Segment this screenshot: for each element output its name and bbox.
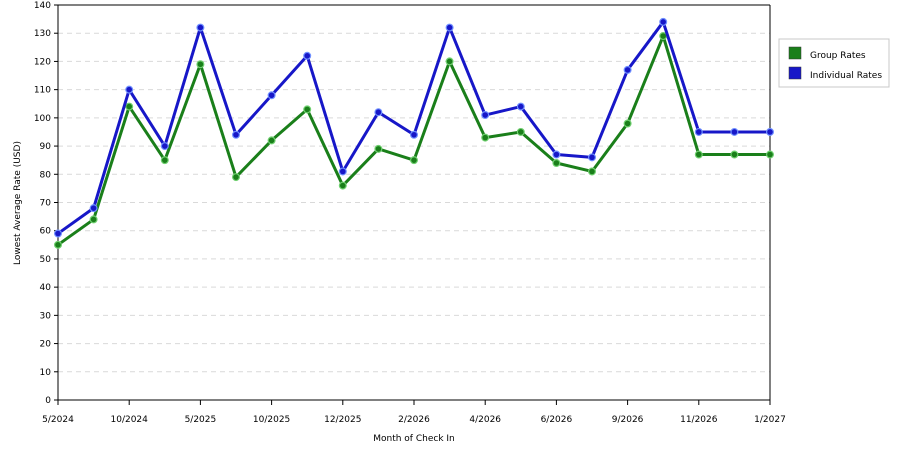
x-tick-label: 11/2026 — [680, 415, 718, 425]
x-tick-label: 12/2025 — [324, 415, 361, 425]
data-point-group — [410, 156, 419, 165]
data-point-individual — [303, 51, 312, 60]
x-tick-label: 10/2025 — [253, 415, 290, 425]
y-tick-label: 80 — [40, 170, 52, 180]
legend-swatch-group — [788, 46, 802, 60]
y-tick-label: 60 — [40, 227, 52, 237]
y-tick-label: 140 — [34, 1, 51, 11]
x-tick-label: 5/2025 — [185, 415, 217, 425]
y-tick-label: 30 — [40, 311, 52, 321]
data-point-group — [196, 60, 205, 69]
axes: 0 10 20 30 40 50 60 70 80 90 100 110 120 130 140 5/2024… — [34, 1, 786, 425]
y-tick-label: 0 — [45, 396, 51, 406]
data-point-individual — [516, 102, 525, 111]
y-axis-title: Lowest Average Rate (USD) — [13, 141, 23, 265]
data-point-individual — [232, 130, 241, 139]
series-layer — [53, 17, 774, 249]
data-point-individual — [587, 153, 596, 162]
data-point-group — [765, 150, 774, 159]
x-tick-label: 9/2026 — [612, 415, 644, 425]
data-point-individual — [659, 17, 668, 26]
x-tick-label: 4/2026 — [469, 415, 501, 425]
data-point-group — [53, 240, 62, 249]
data-point-group — [267, 136, 276, 145]
data-point-individual — [125, 85, 134, 94]
data-point-group — [623, 119, 632, 128]
data-point-individual — [338, 167, 347, 176]
y-tick-label: 10 — [40, 368, 52, 378]
legend: Group Rates Individual Rates — [778, 38, 890, 88]
y-tick-label: 110 — [34, 86, 51, 96]
data-point-group — [232, 173, 241, 182]
y-tick-label: 100 — [34, 114, 51, 124]
x-tick-label: 2/2026 — [398, 415, 430, 425]
data-point-group — [125, 102, 134, 111]
data-point-group — [516, 127, 525, 136]
data-point-individual — [267, 91, 276, 100]
legend-swatch-individual — [788, 66, 802, 80]
y-tick-label: 120 — [34, 57, 51, 67]
data-point-individual — [89, 204, 98, 213]
data-point-group — [552, 159, 561, 168]
data-point-individual — [552, 150, 561, 159]
data-point-group — [481, 133, 490, 142]
x-tick-label: 10/2024 — [111, 415, 149, 425]
x-tick-label: 6/2026 — [541, 415, 573, 425]
data-point-group — [303, 105, 312, 114]
data-point-group — [587, 167, 596, 176]
data-point-group — [89, 215, 98, 224]
data-point-individual — [481, 111, 490, 120]
data-point-individual — [694, 127, 703, 136]
data-point-group — [730, 150, 739, 159]
data-point-group — [445, 57, 454, 66]
x-tick-label: 5/2024 — [42, 415, 74, 425]
legend-label-individual: Individual Rates — [810, 71, 882, 81]
data-point-group — [374, 144, 383, 153]
y-tick-label: 130 — [34, 29, 51, 39]
data-point-individual — [374, 108, 383, 117]
data-point-individual — [623, 65, 632, 74]
y-tick-label: 90 — [40, 142, 52, 152]
y-tick-label: 40 — [40, 283, 52, 293]
x-tick-label: 1/2027 — [754, 415, 786, 425]
data-point-individual — [730, 127, 739, 136]
y-tick-label: 20 — [40, 340, 52, 350]
data-point-group — [694, 150, 703, 159]
x-axis-title: Month of Check In — [373, 434, 455, 444]
y-tick-label: 50 — [40, 255, 52, 265]
data-point-group — [338, 181, 347, 190]
data-point-individual — [410, 130, 419, 139]
data-point-group — [160, 156, 169, 165]
legend-label-group: Group Rates — [810, 51, 866, 61]
data-point-individual — [196, 23, 205, 32]
data-point-individual — [765, 127, 774, 136]
y-tick-label: 70 — [40, 199, 52, 209]
gridlines — [58, 4, 770, 373]
data-point-individual — [445, 23, 454, 32]
data-point-individual — [160, 142, 169, 151]
data-point-individual — [53, 229, 62, 238]
